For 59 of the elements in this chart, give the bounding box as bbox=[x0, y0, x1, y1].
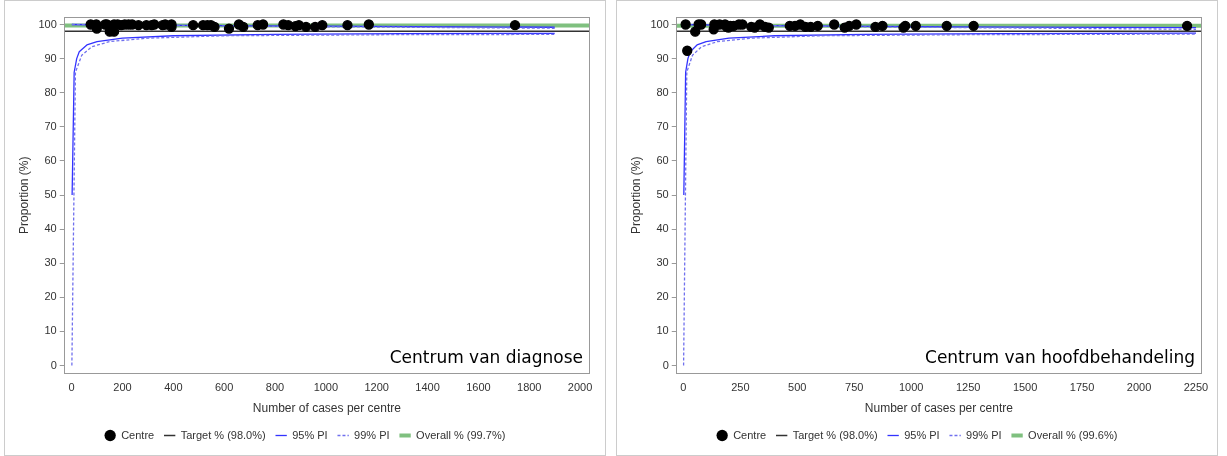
x-tick-label: 1250 bbox=[955, 381, 981, 394]
x-tick-label: 1000 bbox=[898, 381, 924, 394]
legend-label: Overall % (99.7%) bbox=[416, 428, 506, 441]
x-tick-label: 1600 bbox=[466, 381, 491, 394]
x-axis-title: Number of cases per centre bbox=[864, 401, 1014, 416]
y-tick-label: 70 bbox=[44, 119, 57, 132]
y-tick-label: 50 bbox=[44, 188, 57, 201]
y-tick-label: 80 bbox=[44, 85, 57, 98]
y-tick-label: 20 bbox=[656, 290, 669, 303]
x-tick-label: 1500 bbox=[1012, 381, 1038, 394]
y-tick-label: 0 bbox=[662, 358, 669, 371]
y-tick-label: 30 bbox=[44, 256, 57, 269]
x-tick-label: 500 bbox=[788, 381, 807, 394]
legend-label: Target % (98.0%) bbox=[792, 428, 878, 441]
y-tick-label: 90 bbox=[656, 51, 669, 64]
x-tick-label: 250 bbox=[731, 381, 750, 394]
y-tick-label: 90 bbox=[44, 51, 57, 64]
y-axis-title: Proportion (%) bbox=[16, 156, 31, 234]
x-tick-label: 2250 bbox=[1183, 381, 1209, 394]
y-tick-label: 80 bbox=[656, 85, 669, 98]
y-tick-label: 30 bbox=[656, 256, 669, 269]
y-tick-label: 10 bbox=[44, 324, 57, 337]
x-tick-label: 600 bbox=[214, 381, 234, 394]
y-tick-label: 10 bbox=[656, 324, 669, 337]
y-tick-label: 40 bbox=[656, 222, 669, 235]
x-tick-label: 0 bbox=[68, 381, 75, 394]
annotation: Centrum van diagnose bbox=[389, 347, 583, 368]
legend-label: Centre bbox=[121, 428, 155, 441]
x-axis-title: Number of cases per centre bbox=[252, 401, 402, 416]
x-tick-label: 2000 bbox=[567, 381, 593, 394]
x-tick-label: 1200 bbox=[364, 381, 389, 394]
y-tick-label: 0 bbox=[50, 358, 57, 371]
y-tick-label: 20 bbox=[44, 290, 57, 303]
annotation: Centrum van hoofdbehandeling bbox=[925, 347, 1195, 368]
y-tick-label: 40 bbox=[44, 222, 57, 235]
y-tick-label: 50 bbox=[656, 188, 669, 201]
x-tick-label: 1400 bbox=[415, 381, 440, 394]
x-tick-label: 1800 bbox=[517, 381, 542, 394]
y-tick-label: 60 bbox=[656, 153, 669, 166]
x-tick-label: 1000 bbox=[313, 381, 339, 394]
x-tick-label: 200 bbox=[113, 381, 132, 394]
x-tick-label: 750 bbox=[845, 381, 864, 394]
y-tick-label: 100 bbox=[38, 17, 57, 30]
legend-label: Overall % (99.6%) bbox=[1028, 428, 1118, 441]
y-tick-label: 100 bbox=[650, 17, 669, 30]
x-tick-label: 800 bbox=[265, 381, 285, 394]
x-tick-label: 2000 bbox=[1126, 381, 1152, 394]
y-axis-title: Proportion (%) bbox=[628, 156, 643, 234]
x-tick-label: 400 bbox=[164, 381, 183, 394]
legend-label: Target % (98.0%) bbox=[180, 428, 266, 441]
legend-label: 99% PI bbox=[966, 428, 1002, 441]
legend-label: 95% PI bbox=[292, 428, 328, 441]
legend-label: 99% PI bbox=[354, 428, 390, 441]
x-tick-label: 1750 bbox=[1069, 381, 1095, 394]
x-tick-label: 0 bbox=[680, 381, 687, 394]
legend-label: Centre bbox=[733, 428, 767, 441]
legend-label: 95% PI bbox=[904, 428, 940, 441]
y-tick-label: 70 bbox=[656, 119, 669, 132]
y-tick-label: 60 bbox=[44, 153, 57, 166]
